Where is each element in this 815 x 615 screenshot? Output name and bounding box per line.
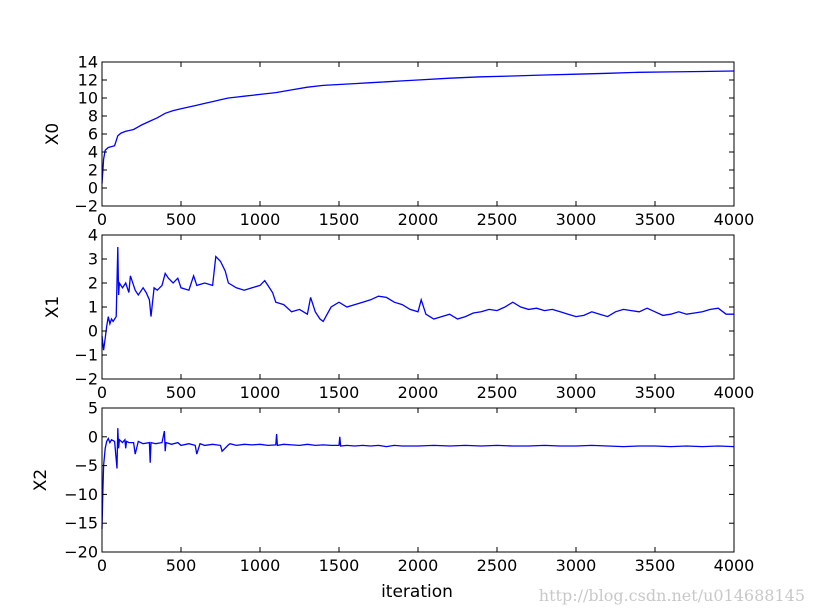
x-tick-label: 2500 (477, 210, 518, 229)
y-tick-label: −2 (74, 370, 98, 389)
subplot-x1: 0 500 1000 1500 2000 2500 3000 3500 4000 −2 −1 0 1 2 3… (43, 226, 754, 403)
y-tick-label: −10 (64, 485, 98, 504)
y-tick-label: 5 (88, 399, 98, 418)
y-axis-label: X1 (43, 296, 63, 318)
x-tick-label: 1000 (240, 383, 281, 402)
y-axis-label: X0 (43, 123, 63, 145)
x-tick-label: 2000 (398, 383, 439, 402)
y-tick-label: 10 (78, 89, 98, 108)
y-tick-label: 0 (88, 179, 98, 198)
y-tick-label: 14 (78, 53, 98, 72)
x-tick-label: 2500 (477, 556, 518, 575)
x-tick-label: 500 (166, 210, 197, 229)
x-tick-label: 500 (166, 383, 197, 402)
y-tick-label: 0 (88, 427, 98, 446)
y-tick-label: −5 (74, 456, 98, 475)
x-tick-label: 4000 (714, 210, 755, 229)
y-tick-label: 3 (88, 250, 98, 269)
x-tick-label: 4000 (714, 556, 755, 575)
y-tick-label: 6 (88, 125, 98, 144)
series-line-x1 (101, 246, 734, 351)
subplot-x0: 0 500 1000 1500 2000 2500 3000 3500 4000−2024681… (43, 53, 754, 230)
x-tick-label: 3500 (635, 210, 676, 229)
y-tick-label: −15 (64, 514, 98, 533)
series-line-x0 (101, 70, 735, 184)
x-tick-label: 1500 (319, 210, 360, 229)
subplot-x2: 0 500 1000 1500 2000 2500 3000 3500 4000 −20 −15 −1… (31, 399, 754, 576)
x-tick-label: 1000 (240, 210, 281, 229)
y-tick-label: 4 (88, 226, 98, 245)
x-tick-label: 1500 (319, 383, 360, 402)
y-tick-label: 2 (88, 161, 98, 180)
x-tick-label: 1500 (319, 556, 360, 575)
x-tick-label: 3500 (635, 383, 676, 402)
x-tick-label: 4000 (714, 383, 755, 402)
x-tick-label: 3000 (556, 383, 597, 402)
y-tick-label: 12 (78, 71, 98, 90)
x-tick-label: 3500 (635, 556, 676, 575)
series-line-x2 (101, 428, 735, 530)
y-tick-label: 0 (88, 322, 98, 341)
y-tick-label: 1 (88, 298, 98, 317)
x-tick-label: 1000 (240, 556, 281, 575)
y-axis-label: X2 (31, 469, 51, 491)
x-tick-label: 2000 (398, 556, 439, 575)
y-tick-label: −20 (64, 543, 98, 562)
x-tick-label: 0 (97, 383, 107, 402)
x-tick-label: 500 (166, 556, 197, 575)
x-tick-label: 0 (97, 556, 107, 575)
x-tick-label: 3000 (556, 556, 597, 575)
x-tick-label: 2500 (477, 383, 518, 402)
x-tick-label: 3000 (556, 210, 597, 229)
y-tick-label: −1 (74, 346, 98, 365)
y-tick-label: 2 (88, 274, 98, 293)
y-tick-label: 4 (88, 143, 98, 162)
y-tick-label: −2 (74, 197, 98, 216)
x-tick-label: 0 (97, 210, 107, 229)
y-tick-label: 8 (88, 107, 98, 126)
x-tick-label: 2000 (398, 210, 439, 229)
x-axis-label: iteration (381, 582, 453, 602)
watermark-text: http://blog.csdn.net/u014688145 (539, 586, 805, 605)
